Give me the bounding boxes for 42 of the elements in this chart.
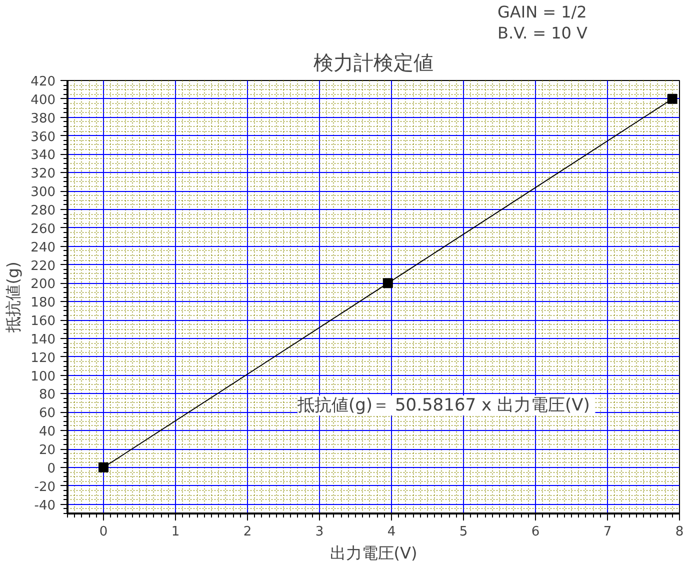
x-tick-label: 1 bbox=[171, 524, 180, 540]
y-tick-label: 20 bbox=[38, 443, 56, 458]
y-tick-label: 240 bbox=[30, 240, 56, 256]
y-tick-label: -20 bbox=[34, 480, 56, 495]
y-tick-label: 0 bbox=[47, 461, 56, 476]
x-axis-title: 出力電圧(V) bbox=[330, 544, 418, 562]
x-tick-label: 3 bbox=[315, 524, 324, 540]
y-tick-label: 300 bbox=[30, 185, 56, 200]
y-tick-label: 420 bbox=[30, 74, 56, 90]
x-tick-label: 5 bbox=[459, 524, 468, 540]
y-tick-label: 320 bbox=[30, 166, 56, 182]
y-tick-label: -40 bbox=[34, 498, 56, 514]
y-tick-label: 40 bbox=[38, 424, 56, 440]
x-tick-label: 4 bbox=[387, 524, 396, 540]
point bbox=[98, 462, 108, 472]
x-tick-label: 6 bbox=[531, 524, 540, 540]
y-tick-label: 60 bbox=[38, 406, 56, 422]
x-tick-label: 7 bbox=[603, 524, 612, 540]
y-tick-label: 80 bbox=[38, 388, 56, 403]
chart-title: 検力計検定値 bbox=[314, 50, 434, 74]
text: B.V. = 10 V bbox=[498, 24, 588, 42]
point bbox=[667, 94, 678, 104]
text: GAIN = 1/2 bbox=[498, 2, 587, 22]
y-tick-label: 380 bbox=[30, 111, 56, 126]
y-tick-label: 120 bbox=[30, 350, 56, 366]
y-tick-label: 180 bbox=[30, 296, 56, 311]
x-tick-label: 0 bbox=[99, 524, 108, 540]
y-tick-label: 160 bbox=[30, 314, 56, 330]
y-tick-label: 400 bbox=[30, 92, 56, 108]
y-tick-label: 100 bbox=[30, 369, 56, 384]
y-tick-label: 220 bbox=[30, 258, 56, 274]
y-tick-label: 360 bbox=[30, 130, 56, 145]
y-tick-label: 260 bbox=[30, 222, 56, 237]
y-tick-label: 200 bbox=[30, 277, 56, 292]
point bbox=[382, 278, 393, 288]
y-tick-label: 340 bbox=[30, 148, 56, 164]
x-tick-label: 8 bbox=[675, 524, 684, 540]
y-axis-title: 抵抗値(g) bbox=[4, 262, 23, 334]
x-tick-label: 2 bbox=[243, 524, 252, 540]
y-tick-label: 280 bbox=[30, 203, 56, 218]
y-tick-label: 140 bbox=[30, 332, 56, 348]
annotation: 抵抗値(g)＝ 50.58167 x 出力電圧(V) bbox=[296, 396, 590, 416]
